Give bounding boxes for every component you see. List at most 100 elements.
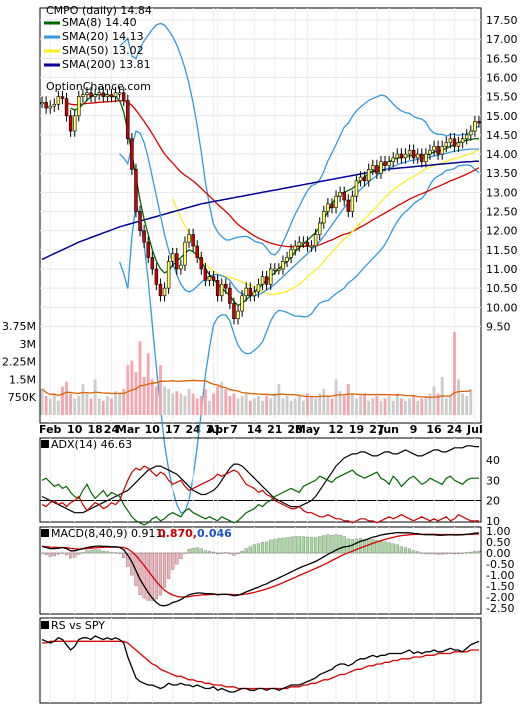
macd-histogram-bar bbox=[203, 550, 207, 554]
volume-bar bbox=[350, 393, 354, 415]
volume-bar bbox=[224, 388, 228, 415]
candle-body bbox=[444, 142, 449, 147]
price-tick-label: 9.50 bbox=[486, 320, 511, 333]
candle-body bbox=[301, 241, 306, 244]
date-tick-label: 12 bbox=[328, 423, 343, 436]
macd-histogram-bar bbox=[334, 534, 338, 554]
volume-bar bbox=[208, 400, 211, 415]
macd-histogram-bar bbox=[301, 536, 305, 554]
candle-body bbox=[452, 138, 457, 147]
price-tick-label: 17.00 bbox=[486, 33, 518, 46]
macd-histogram-bar bbox=[399, 546, 403, 554]
adx-legend-swatch bbox=[41, 440, 49, 448]
macd-histogram-bar bbox=[403, 547, 408, 554]
volume-bar bbox=[163, 386, 166, 415]
volume-bar bbox=[110, 398, 113, 415]
volume-bar bbox=[89, 398, 93, 415]
price-tick-label: 12.00 bbox=[486, 225, 518, 238]
sma50-line bbox=[172, 149, 480, 295]
volume-tick-label: 1.5M bbox=[9, 373, 36, 386]
macd-histogram-bar bbox=[428, 552, 432, 555]
macd-histogram-bar bbox=[167, 552, 171, 579]
candle-body bbox=[215, 280, 220, 297]
volume-tick-label: 3.75M bbox=[2, 320, 36, 333]
date-tick-label: Feb bbox=[39, 423, 62, 436]
candle-body bbox=[415, 153, 420, 159]
macd-histogram-bar bbox=[318, 536, 322, 554]
macd-panel-frame bbox=[39, 526, 482, 615]
macd-histogram-bar bbox=[322, 535, 326, 554]
candle-body bbox=[375, 165, 379, 174]
price-tick-label: 16.00 bbox=[486, 71, 518, 84]
volume-bar bbox=[216, 386, 220, 415]
macd-histogram-bar bbox=[281, 537, 285, 554]
volume-bar bbox=[65, 381, 68, 415]
macd-histogram-bar bbox=[216, 552, 220, 555]
volume-bar bbox=[301, 400, 305, 415]
macd-histogram-bar bbox=[240, 550, 244, 554]
date-tick-label: May bbox=[295, 423, 320, 436]
candle-body bbox=[126, 100, 130, 140]
candle-body bbox=[170, 253, 175, 262]
date-tick-label: 31 bbox=[206, 423, 221, 436]
macd-histogram-bar bbox=[452, 552, 457, 555]
volume-bar bbox=[150, 379, 154, 415]
volume-bar bbox=[334, 379, 338, 415]
rs-panel: RS vs SPY bbox=[39, 617, 482, 704]
candle-body bbox=[330, 203, 334, 208]
macd-histogram-bar bbox=[309, 537, 314, 554]
price-tick-label: 14.50 bbox=[486, 129, 518, 142]
macd-histogram-bar bbox=[260, 542, 265, 554]
volume-tick-label: 750K bbox=[8, 391, 37, 404]
volume-bar bbox=[453, 331, 456, 415]
slow-average-line bbox=[66, 100, 480, 248]
volume-bar bbox=[114, 391, 117, 415]
macd-histogram-bar bbox=[118, 552, 122, 554]
price-tick-label: 14.00 bbox=[486, 148, 518, 161]
macd-histogram-bar bbox=[122, 552, 126, 558]
candle-body bbox=[81, 94, 85, 97]
candle-body bbox=[403, 153, 408, 159]
candle-body bbox=[379, 161, 383, 174]
macd-histogram-bar bbox=[142, 552, 146, 599]
macd-histogram-bar bbox=[158, 552, 163, 596]
candle-body bbox=[293, 245, 297, 251]
macd-histogram-bar bbox=[105, 551, 109, 554]
candle-body bbox=[362, 176, 367, 182]
candle-body bbox=[191, 234, 195, 247]
candle-body bbox=[477, 121, 481, 124]
rs-legend-swatch bbox=[41, 621, 49, 629]
candle-body bbox=[77, 96, 81, 117]
candle-body bbox=[121, 92, 126, 101]
price-tick-label: 13.00 bbox=[486, 186, 518, 199]
candle-body bbox=[464, 134, 469, 140]
candle-body bbox=[211, 276, 216, 281]
candle-body bbox=[387, 161, 391, 166]
adx-title: ADX(14) 46.63 bbox=[51, 438, 132, 451]
candle-body bbox=[85, 92, 89, 95]
sma200-line bbox=[41, 160, 479, 261]
volume-bar bbox=[330, 398, 334, 415]
macd-histogram-bar bbox=[273, 539, 277, 554]
macd-histogram-bar bbox=[265, 541, 269, 554]
sma20-line bbox=[119, 130, 479, 297]
adx-panel: 40 30 20 10 ADX(14) 46.63 bbox=[39, 437, 500, 528]
volume-bar bbox=[257, 396, 260, 415]
volume-bar bbox=[448, 396, 452, 415]
date-tick-label: 10 bbox=[145, 423, 161, 436]
macd-tick-label: 1.00 bbox=[486, 525, 511, 538]
macd-histogram-bar bbox=[195, 547, 199, 554]
macd-histogram-bar bbox=[211, 551, 216, 554]
price-tick-label: 16.50 bbox=[486, 52, 518, 65]
volume-bar bbox=[432, 386, 436, 415]
candle-body bbox=[366, 169, 371, 182]
volume-tick-label: 3M bbox=[20, 338, 37, 351]
macd-histogram-bar bbox=[81, 552, 85, 554]
price-tick-label: 15.50 bbox=[486, 91, 518, 104]
watermark-text: OptionChance.com bbox=[46, 80, 151, 93]
macd-histogram-bar bbox=[424, 552, 428, 555]
candle-body bbox=[285, 257, 289, 262]
volume-bar bbox=[436, 393, 440, 415]
candle-body bbox=[142, 230, 146, 243]
